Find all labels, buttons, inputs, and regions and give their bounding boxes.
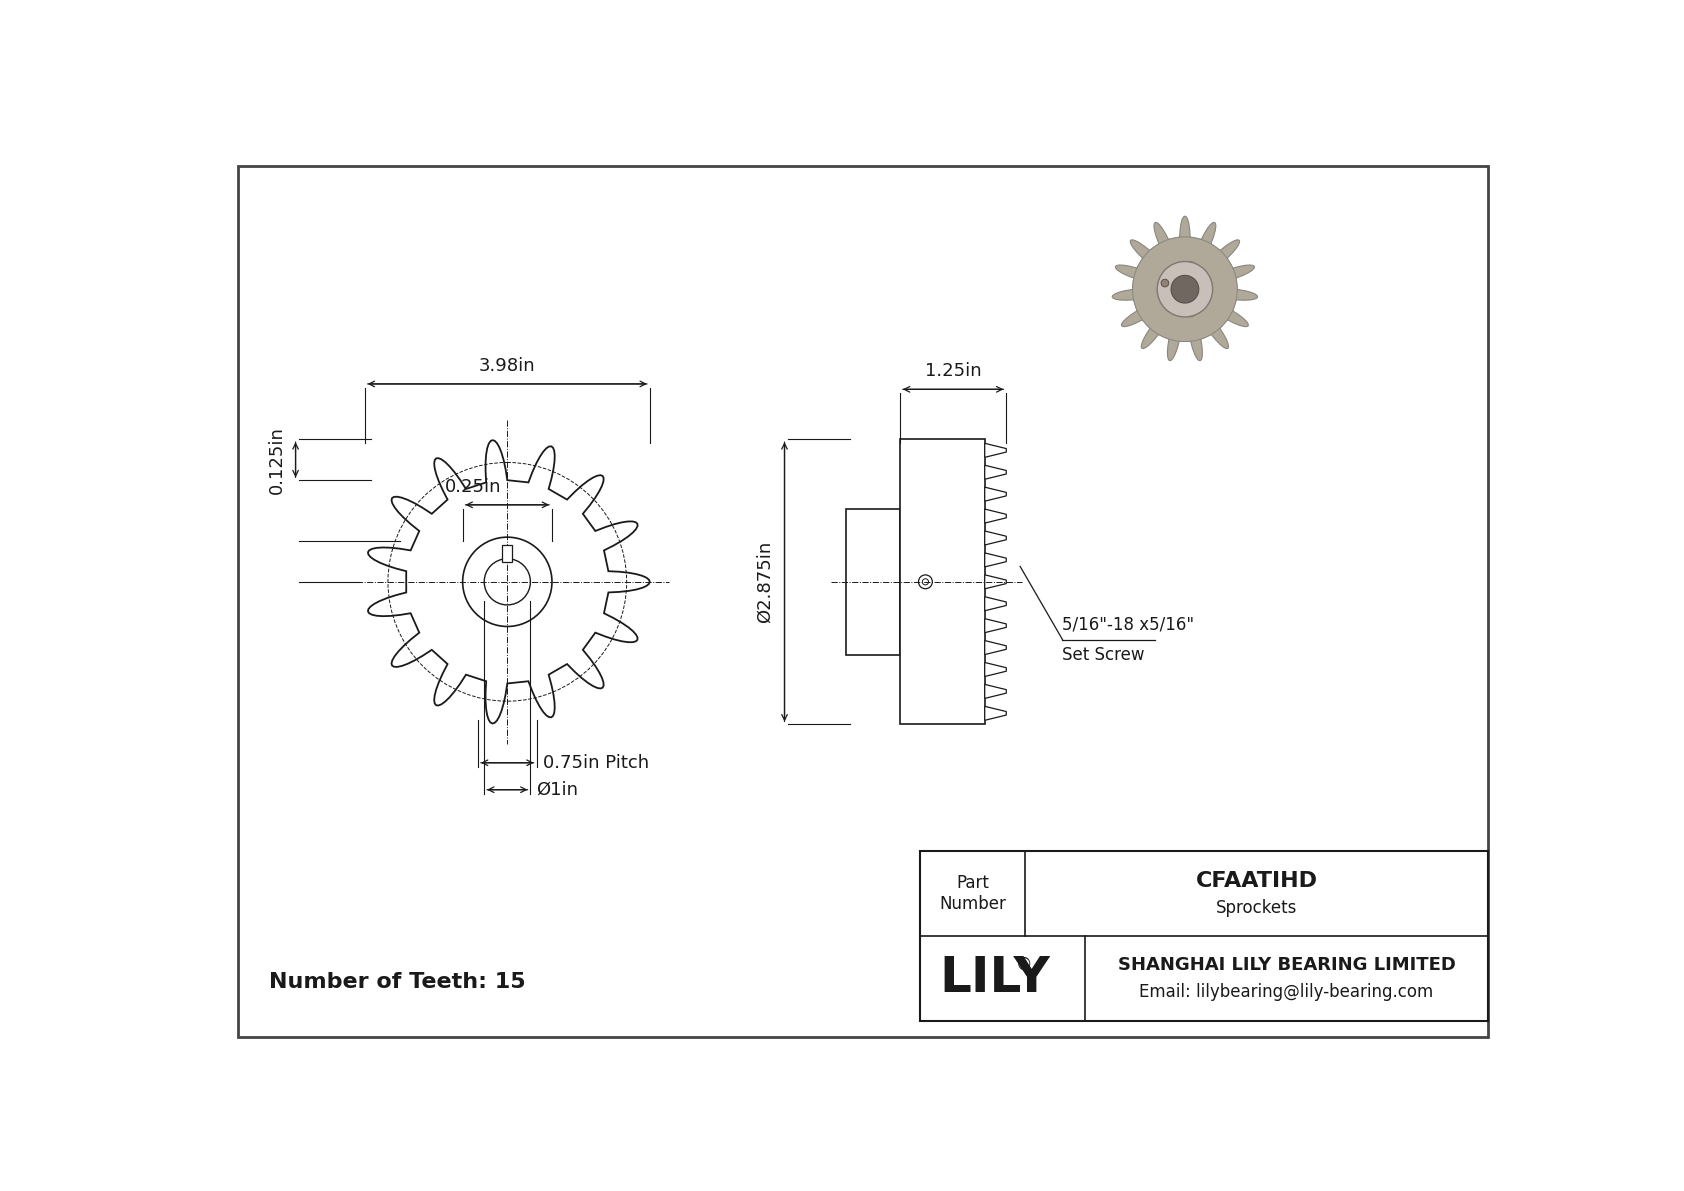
Polygon shape	[985, 509, 1007, 523]
Polygon shape	[985, 487, 1007, 501]
Text: 0.125in: 0.125in	[268, 426, 286, 494]
Text: Part
Number: Part Number	[940, 874, 1005, 913]
Circle shape	[1157, 262, 1212, 317]
Text: Ø1in: Ø1in	[537, 781, 579, 799]
Text: 1.25in: 1.25in	[925, 362, 982, 380]
Text: Number of Teeth: 15: Number of Teeth: 15	[269, 972, 525, 992]
Polygon shape	[985, 443, 1007, 457]
Polygon shape	[985, 553, 1007, 567]
Polygon shape	[369, 441, 650, 723]
Text: ®: ®	[1015, 955, 1032, 973]
Polygon shape	[1111, 216, 1258, 361]
Polygon shape	[985, 466, 1007, 479]
Text: 5/16"-18 x5/16": 5/16"-18 x5/16"	[1063, 616, 1194, 634]
Polygon shape	[985, 685, 1007, 698]
Circle shape	[1133, 237, 1238, 342]
Text: SHANGHAI LILY BEARING LIMITED: SHANGHAI LILY BEARING LIMITED	[1118, 955, 1455, 973]
Text: 3.98in: 3.98in	[478, 356, 536, 375]
Bar	[845, 509, 899, 655]
Polygon shape	[985, 575, 1007, 588]
Text: Set Screw: Set Screw	[1063, 646, 1145, 663]
Bar	[899, 439, 985, 724]
Text: LILY: LILY	[940, 954, 1051, 1003]
Text: Sprockets: Sprockets	[1216, 898, 1297, 917]
Circle shape	[1170, 275, 1199, 303]
Polygon shape	[985, 618, 1007, 632]
Polygon shape	[985, 597, 1007, 611]
Text: Email: lilybearing@lily-bearing.com: Email: lilybearing@lily-bearing.com	[1140, 984, 1433, 1002]
Text: 0.25in: 0.25in	[445, 478, 502, 495]
Text: Ø2.875in: Ø2.875in	[756, 541, 773, 623]
Polygon shape	[985, 662, 1007, 676]
Polygon shape	[985, 641, 1007, 655]
Circle shape	[918, 575, 933, 588]
Bar	[502, 544, 512, 562]
Text: 0.75in Pitch: 0.75in Pitch	[542, 754, 648, 772]
Circle shape	[485, 559, 530, 605]
Bar	[919, 852, 1489, 1021]
Polygon shape	[985, 531, 1007, 545]
Ellipse shape	[1180, 262, 1202, 317]
Circle shape	[1160, 279, 1169, 287]
Circle shape	[923, 579, 928, 585]
Text: CFAATIHD: CFAATIHD	[1196, 872, 1317, 891]
Circle shape	[463, 537, 552, 626]
Polygon shape	[985, 706, 1007, 721]
